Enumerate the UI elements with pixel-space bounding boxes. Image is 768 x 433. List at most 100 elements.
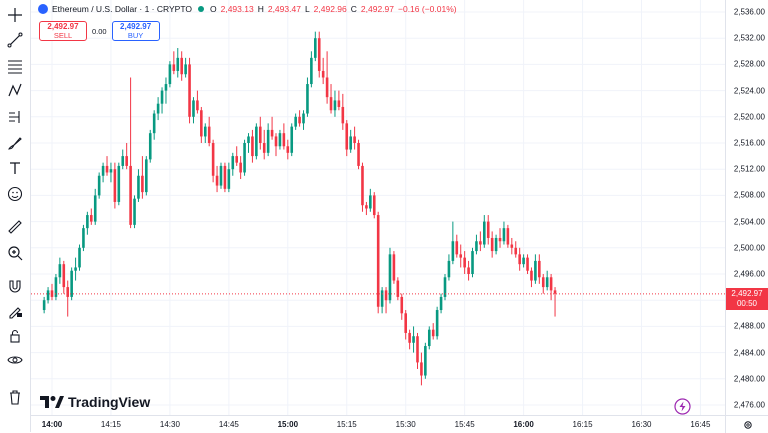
candle-body [215, 175, 219, 186]
price-tick: 2,496.00 [733, 269, 765, 279]
candle [82, 224, 85, 252]
candle-body [538, 260, 541, 278]
pattern-icon [8, 83, 22, 97]
candle [534, 254, 537, 284]
candle [196, 90, 199, 114]
candle-body [479, 241, 482, 245]
ruler-tool[interactable] [3, 216, 27, 238]
candle-body [329, 97, 333, 111]
candle [274, 133, 278, 157]
candle [200, 106, 203, 143]
pattern-tool[interactable] [3, 80, 27, 102]
price-scale[interactable]: 2,536.00 2,532.00 2,528.00 2,524.00 2,520.00… [725, 0, 768, 415]
candle-body [164, 84, 168, 91]
candle [341, 93, 345, 130]
candle [522, 254, 525, 268]
candle [113, 162, 117, 209]
candle [105, 156, 109, 176]
crosshair-tool[interactable] [3, 4, 27, 26]
trend-line-icon [7, 32, 23, 48]
last-price-badge: 2,492.97 00:50 [726, 287, 768, 310]
candle-body [184, 64, 187, 75]
candle-body [188, 64, 191, 117]
candle [125, 143, 128, 170]
candle [117, 162, 121, 206]
candle-body [156, 103, 160, 114]
candle-body [475, 241, 478, 252]
time-tick: 15:15 [336, 420, 357, 429]
trash-tool[interactable] [3, 386, 27, 408]
candle-body [400, 296, 404, 314]
lock-tool[interactable] [3, 325, 27, 347]
price-tick: 2,516.00 [733, 138, 765, 148]
trend-line-tool[interactable] [3, 29, 27, 51]
symbol-title[interactable]: Ethereum / U.S. Dollar · 1 · CRYPTO [52, 4, 192, 14]
candle [219, 162, 223, 189]
candle [255, 123, 258, 160]
candle [156, 97, 160, 121]
candle-body [349, 136, 352, 150]
candle [471, 247, 474, 278]
zoom-icon [8, 246, 23, 261]
candle [235, 146, 239, 166]
candle-body [176, 57, 180, 71]
time-tick: 15:45 [454, 420, 475, 429]
price-tick: 2,512.00 [733, 164, 765, 174]
candle-body [325, 77, 329, 98]
candle [361, 162, 364, 212]
price-tick: 2,508.00 [733, 190, 765, 200]
candle-body [439, 296, 443, 311]
buy-button[interactable]: 2,492.97 BUY [111, 21, 160, 41]
candle-body [380, 290, 384, 307]
candle [223, 162, 227, 193]
candle-body [545, 277, 549, 288]
candle-body [553, 290, 557, 294]
time-scale[interactable]: 14:00 14:15 14:30 14:45 15:00 15:15 15:30 15:45… [31, 415, 725, 433]
time-tick: 14:15 [100, 420, 121, 429]
candle-body [101, 165, 105, 176]
fib-tool[interactable] [3, 55, 27, 77]
open-label: O [209, 4, 217, 14]
magnet-tool[interactable] [3, 275, 27, 297]
candle [412, 326, 415, 353]
eye-tool[interactable] [3, 349, 27, 371]
change-value: −0.16 (−0.01%) [398, 4, 457, 14]
brush-tool[interactable] [3, 132, 27, 154]
zoom-tool[interactable] [3, 242, 27, 264]
open-value: 2,493.13 [220, 4, 254, 14]
chart-settings-button[interactable] [725, 415, 768, 433]
sell-button[interactable]: 2,492.97 SELL [39, 21, 87, 41]
candle-body [510, 244, 514, 248]
price-tick: 2,528.00 [733, 59, 765, 69]
lock-drawing-tool[interactable] [3, 300, 27, 322]
time-tick: 15:00 [277, 420, 299, 429]
chart-area[interactable] [31, 0, 725, 415]
tradingview-logo[interactable]: TradingView [40, 394, 150, 410]
price-tick: 2,484.00 [733, 348, 765, 358]
candle-body [258, 126, 262, 143]
candle-body [54, 277, 58, 297]
trade-panel: 2,492.97 SELL 0.00 2,492.97 BUY [39, 21, 160, 41]
compare-button[interactable] [674, 398, 691, 415]
candle [97, 172, 101, 199]
candle-body [506, 228, 510, 245]
candle-body [388, 254, 392, 301]
candle [376, 211, 380, 314]
candle [321, 57, 325, 85]
candlestick-chart[interactable] [31, 0, 725, 415]
candle-body [534, 260, 537, 281]
candle-body [345, 123, 349, 150]
candle [215, 165, 219, 193]
text-tool[interactable] [3, 157, 27, 179]
candle-body [290, 126, 294, 153]
candle [514, 241, 518, 258]
candle-body [211, 143, 215, 176]
candle-body [78, 247, 81, 268]
projection-tool[interactable] [3, 106, 27, 128]
candle [408, 329, 411, 350]
candle-body [148, 133, 152, 160]
candle [176, 48, 180, 78]
emoji-tool[interactable] [3, 183, 27, 205]
candle [207, 116, 211, 147]
logo-text: TradingView [68, 394, 151, 410]
